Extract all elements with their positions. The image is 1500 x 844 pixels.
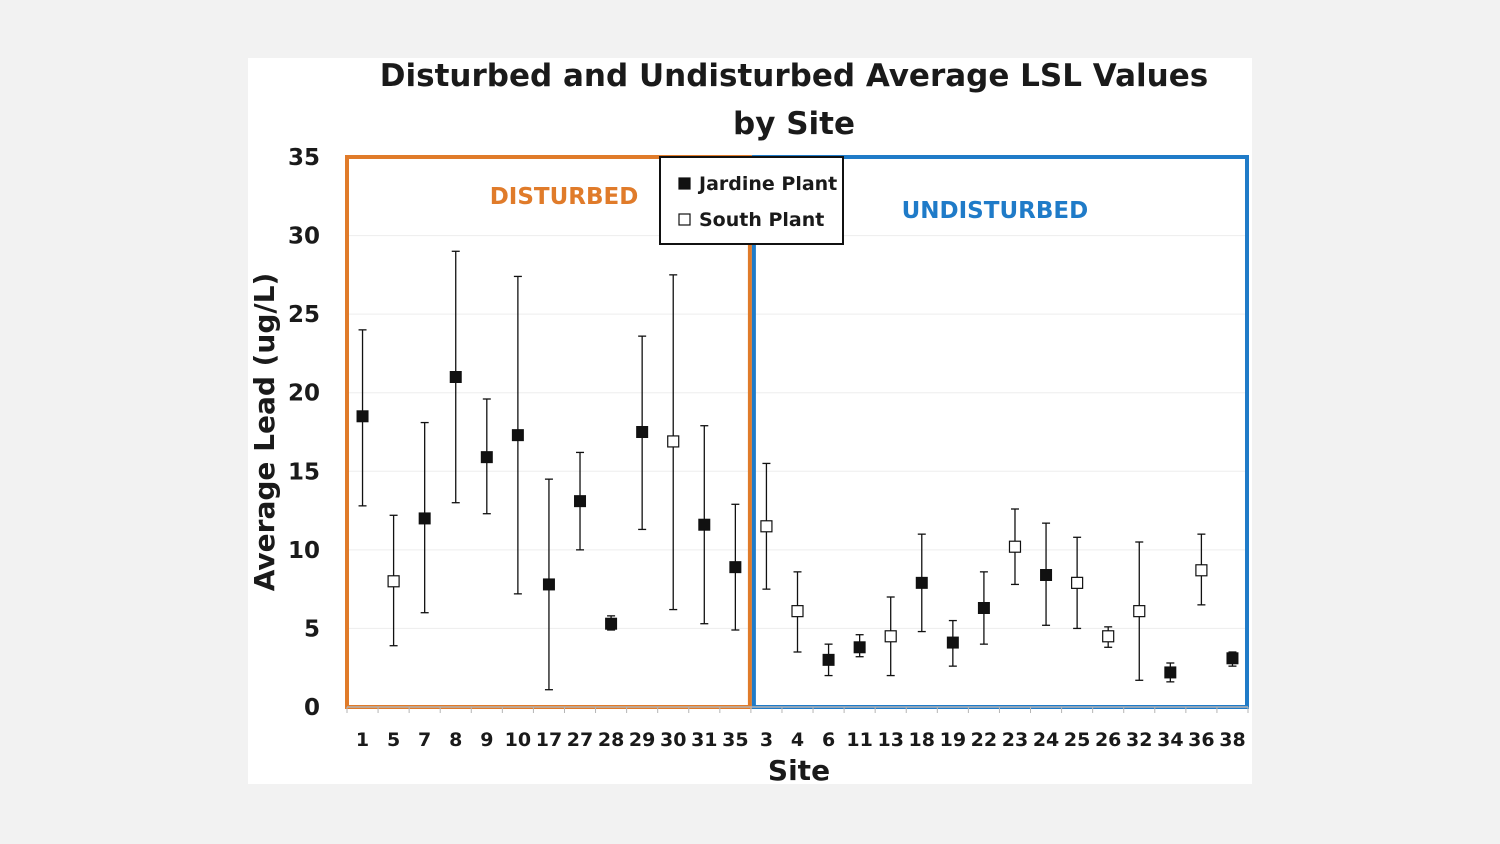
x-tick-label: 4 <box>791 729 804 751</box>
x-tick-label: 36 <box>1188 729 1214 751</box>
x-tick-label: 8 <box>449 729 462 751</box>
x-tick-label: 10 <box>505 729 531 751</box>
jardine-plant-point <box>822 653 835 666</box>
x-tick-label: 27 <box>567 729 593 751</box>
region-label-disturbed: DISTURBED <box>490 184 639 210</box>
y-tick-label: 0 <box>304 695 320 721</box>
x-tick-label: 6 <box>822 729 835 751</box>
jardine-plant-point <box>542 578 555 591</box>
south-plant-point <box>667 435 680 448</box>
x-tick-label: 3 <box>760 729 773 751</box>
x-tick-label: 34 <box>1157 729 1183 751</box>
jardine-plant-point <box>977 602 990 614</box>
y-tick-label: 20 <box>288 381 320 407</box>
jardine-plant-point <box>1040 569 1053 581</box>
legend-box <box>659 156 844 245</box>
y-axis-label: Average Lead (ug/L) <box>248 273 281 592</box>
x-tick-label: 5 <box>387 729 400 751</box>
south-plant-point <box>1008 540 1022 553</box>
legend-entry-label: Jardine Plant <box>697 173 837 195</box>
south-plant-point <box>1195 564 1208 577</box>
jardine-plant-point <box>480 451 493 464</box>
x-tick-label: 38 <box>1219 729 1245 751</box>
y-tick-label: 35 <box>288 145 320 171</box>
jardine-plant-point <box>915 576 928 589</box>
x-tick-label: 24 <box>1033 729 1059 751</box>
south-plant-point <box>791 605 804 618</box>
x-tick-label: 9 <box>480 729 493 751</box>
x-tick-label: 25 <box>1064 729 1090 751</box>
y-tick-label: 25 <box>288 302 320 328</box>
chart-title-line-2: by Site <box>733 106 855 142</box>
jardine-plant-point <box>356 410 369 423</box>
south-plant-point <box>387 575 400 588</box>
chart-title-line-1: Disturbed and Undisturbed Average LSL Va… <box>380 58 1208 94</box>
x-tick-label: 28 <box>598 729 624 751</box>
jardine-plant-point <box>636 426 649 438</box>
jardine-plant-point <box>698 518 711 531</box>
legend-filled-square-icon <box>678 177 691 190</box>
jardine-plant-point <box>1164 666 1177 679</box>
south-plant-point <box>884 630 897 643</box>
x-tick-label: 32 <box>1126 729 1152 751</box>
jardine-plant-point <box>946 636 959 649</box>
jardine-plant-point <box>574 495 587 508</box>
y-tick-label: 30 <box>288 224 320 250</box>
legend: Jardine Plant South Plant <box>659 156 844 245</box>
labels: Disturbed and Undisturbed Average LSL Va… <box>248 58 1208 784</box>
south-plant-point <box>760 520 773 533</box>
data-marks <box>356 250 1239 691</box>
y-tick-label: 10 <box>288 538 320 564</box>
x-tick-label: 35 <box>722 729 748 751</box>
south-plant-point <box>1133 605 1146 618</box>
x-tick-label: 7 <box>418 729 431 751</box>
x-tick-label: 18 <box>909 729 935 751</box>
x-axis-label: Site <box>768 754 830 784</box>
x-tick-label: 30 <box>660 729 686 751</box>
jardine-plant-point <box>1226 652 1239 665</box>
x-tick-label: 11 <box>846 729 872 751</box>
jardine-plant-point <box>729 561 742 574</box>
y-tick-label: 15 <box>288 459 320 485</box>
jardine-plant-point <box>605 617 618 630</box>
chart-card: DISTURBED UNDISTURBED 0 5 10 15 20 25 30 35 1 5 7 8 9… <box>248 58 1252 784</box>
x-tick-label: 22 <box>971 729 997 751</box>
region-label-undisturbed: UNDISTURBED <box>902 198 1089 224</box>
jardine-plant-point <box>418 512 431 525</box>
x-tick-label: 1 <box>356 729 369 751</box>
jardine-plant-point <box>449 371 462 383</box>
x-tick-label: 17 <box>536 729 562 751</box>
legend-open-square-icon <box>678 213 691 226</box>
y-tick-label: 5 <box>304 616 320 642</box>
x-tick-label: 13 <box>877 729 903 751</box>
south-plant-point <box>1102 630 1115 643</box>
x-tick-label: 31 <box>691 729 717 751</box>
x-tick-label: 29 <box>629 729 655 751</box>
x-tick-label: 23 <box>1002 729 1028 751</box>
jardine-plant-point <box>853 641 866 654</box>
x-tick-label: 26 <box>1095 729 1121 751</box>
x-tick-label: 19 <box>940 729 966 751</box>
jardine-plant-point <box>511 429 524 442</box>
legend-entry-label: South Plant <box>699 209 824 231</box>
south-plant-point <box>1071 576 1084 589</box>
